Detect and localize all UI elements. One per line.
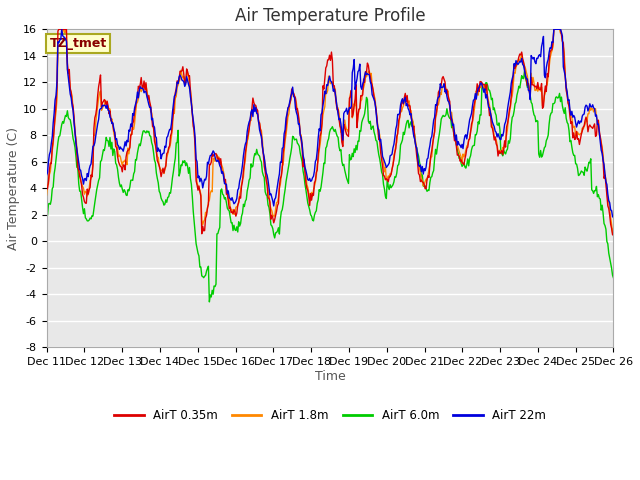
Title: Air Temperature Profile: Air Temperature Profile — [235, 7, 426, 25]
Text: TZ_tmet: TZ_tmet — [49, 37, 107, 50]
X-axis label: Time: Time — [315, 370, 346, 383]
Legend: AirT 0.35m, AirT 1.8m, AirT 6.0m, AirT 22m: AirT 0.35m, AirT 1.8m, AirT 6.0m, AirT 2… — [109, 404, 551, 426]
Y-axis label: Air Temperature (C): Air Temperature (C) — [7, 127, 20, 250]
